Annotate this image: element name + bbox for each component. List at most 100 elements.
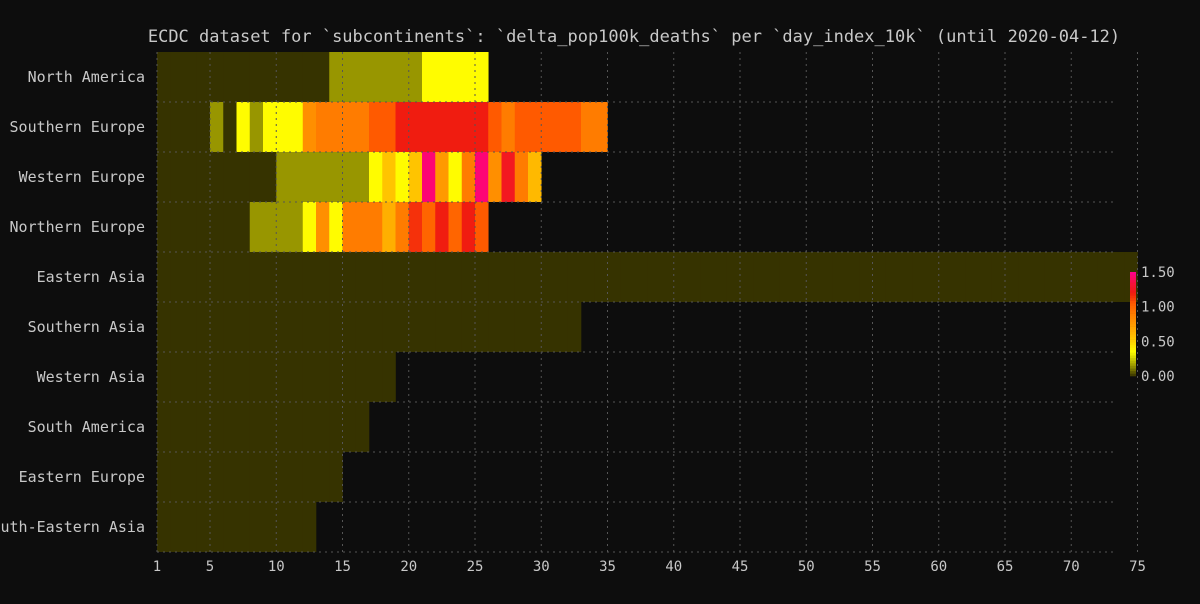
heatmap-cell [554,102,569,152]
heatmap-cell [501,302,516,352]
heatmap-cell [395,202,410,252]
heatmap-cell [302,452,317,502]
row-label: Eastern Europe [19,468,145,486]
heatmap-cell [289,152,304,202]
row-label: Northern Europe [10,218,145,236]
heatmap-cell [329,202,343,252]
heatmap-cell [263,252,277,302]
heatmap-cell [316,302,330,352]
heatmap-cell [289,52,304,102]
heatmap-cell [846,252,860,302]
heatmap-cell [793,252,807,302]
heatmap-cell [726,252,741,302]
heatmap-cell [1097,252,1112,302]
heatmap-cell [991,252,1006,302]
heatmap-cell [395,102,410,152]
heatmap-cell [422,302,436,352]
heatmap-cell [157,152,171,202]
heatmap-cell [276,252,290,302]
heatmap-cell [448,102,463,152]
x-tick-label: 20 [400,559,417,575]
heatmap-cell [196,52,211,102]
heatmap-cell [422,152,436,202]
heatmap-cell [528,252,542,302]
heatmap-cell [1084,252,1099,302]
colorbar-segment [1130,303,1136,307]
row-label: South-Eastern Asia [0,518,145,536]
heatmap-cell [1071,252,1085,302]
x-tick-label: 25 [467,559,484,575]
heatmap-cell [289,352,304,402]
heatmap-cell [342,52,357,102]
heatmap-cell [316,352,330,402]
heatmap-cell [342,102,357,152]
heatmap-cell [779,252,794,302]
heatmap-cell [355,52,370,102]
heatmap-cell [263,52,277,102]
heatmap-cell [249,302,264,352]
heatmap-cell [408,152,423,202]
heatmap-cell [660,252,675,302]
heatmap-cell [382,202,396,252]
heatmap-cell [249,52,264,102]
heatmap-cell [461,252,476,302]
heatmap-cell [355,402,370,452]
heatmap-cell [382,152,396,202]
heatmap-cell [461,152,476,202]
heatmap-cell [965,252,979,302]
heatmap-cell [183,352,198,402]
heatmap-cell [461,302,476,352]
heatmap-cell [740,252,754,302]
heatmap-cell [329,252,343,302]
heatmap-cell [249,252,264,302]
heatmap-cell [475,252,489,302]
heatmap-cell [501,102,516,152]
heatmap-cell [316,452,330,502]
heatmap-cell [210,52,224,102]
heatmap-cell [157,252,171,302]
row-label: South America [28,418,145,436]
heatmap-cell [541,102,555,152]
heatmap-cell [435,252,449,302]
heatmap-cell [249,402,264,452]
heatmap-cell [1058,252,1072,302]
heatmap-cell [302,252,317,302]
heatmap-cell [223,402,237,452]
heatmap-cell [183,202,198,252]
heatmap-cell [157,352,171,402]
heatmap-cell [501,252,516,302]
heatmap-cell [899,252,913,302]
heatmap-cell [210,402,224,452]
heatmap-cell [170,502,184,552]
heatmap-cell [170,202,184,252]
heatmap-cell [342,352,357,402]
heatmap-cell [581,102,595,152]
heatmap-cell [289,202,304,252]
heatmap-cell [302,202,317,252]
heatmap-cell [263,152,277,202]
heatmap-cell [422,252,436,302]
heatmap-cell [329,452,343,502]
heatmap-cell [369,52,383,102]
heatmap-cell [210,502,224,552]
heatmap-cell [183,252,198,302]
heatmap-cell [249,202,264,252]
heatmap-cell [488,152,502,202]
heatmap-cell [461,202,476,252]
heatmap-cell [196,502,211,552]
heatmap-cell [408,252,423,302]
heatmap-cell [647,252,661,302]
heatmap-cell [342,402,357,452]
heatmap-cell [408,302,423,352]
heatmap-cell [1005,252,1019,302]
colorbar-segment [1130,347,1136,351]
colorbar-segment [1130,305,1136,309]
colorbar-segment [1130,324,1136,327]
heatmap-cell [673,252,688,302]
colorbar-segment [1130,316,1136,320]
heatmap-cell [210,202,224,252]
heatmap-cell [395,152,410,202]
heatmap-cell [382,52,396,102]
heatmap-cell [475,102,489,152]
colorbar-segment [1130,339,1136,343]
